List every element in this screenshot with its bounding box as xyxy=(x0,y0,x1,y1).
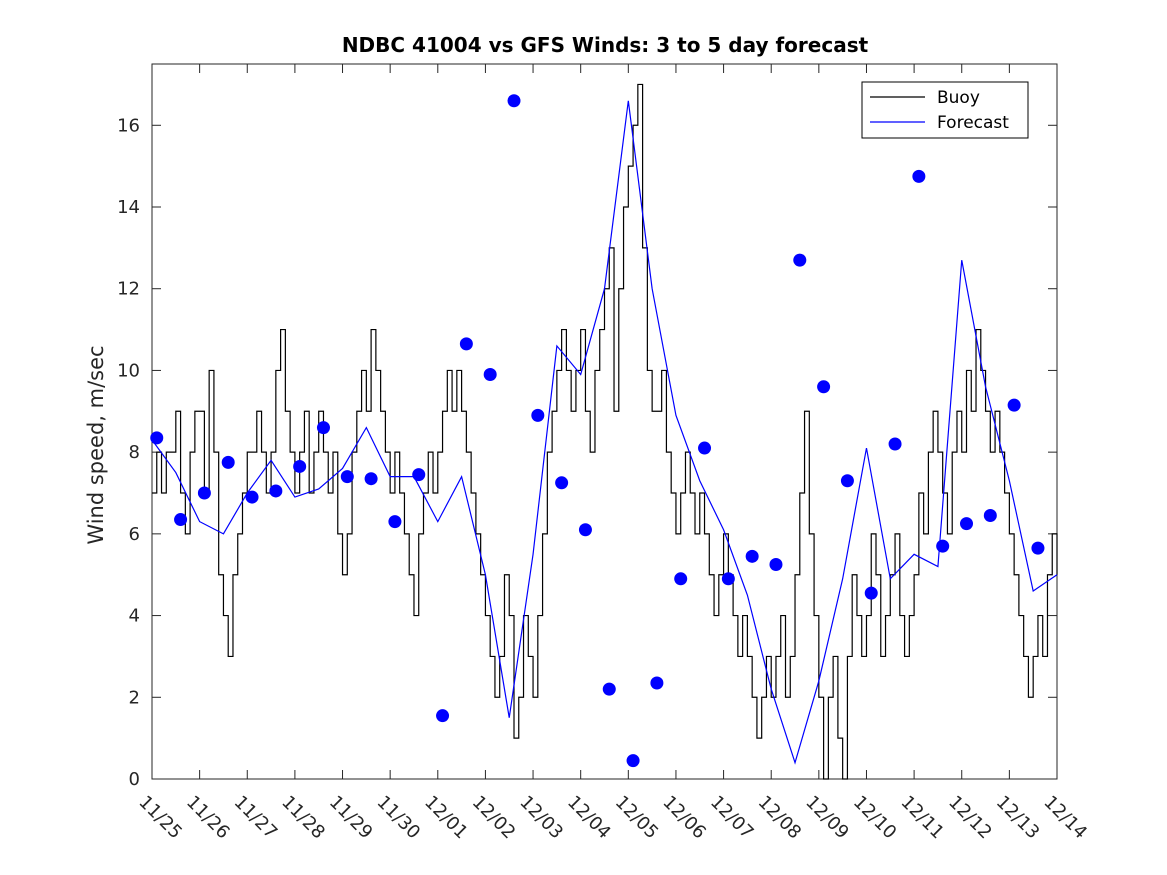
forecast-marker xyxy=(269,484,283,498)
forecast-marker xyxy=(912,169,926,183)
forecast-marker xyxy=(960,517,973,531)
forecast-marker xyxy=(555,476,569,490)
forecast-marker xyxy=(936,539,950,553)
forecast-marker xyxy=(507,94,521,108)
forecast-marker xyxy=(817,380,831,394)
y-tick-label: 2 xyxy=(129,687,140,708)
forecast-marker xyxy=(293,459,307,473)
forecast-marker xyxy=(864,586,878,600)
forecast-marker xyxy=(1007,398,1021,412)
y-tick-label: 10 xyxy=(117,360,140,381)
forecast-marker xyxy=(364,472,378,486)
y-axis-label: Wind speed, m/sec xyxy=(84,345,108,544)
plot-frame xyxy=(151,63,1058,780)
forecast-marker xyxy=(745,549,759,563)
forecast-marker xyxy=(983,508,997,522)
forecast-marker xyxy=(721,572,735,586)
forecast-marker xyxy=(150,431,164,445)
legend-box xyxy=(861,81,1029,139)
y-tick-label: 8 xyxy=(129,442,140,463)
legend-buoy-label: Buoy xyxy=(937,88,980,108)
forecast-marker xyxy=(793,253,807,267)
y-tick-label: 14 xyxy=(117,197,140,218)
forecast-marker xyxy=(388,515,402,529)
y-tick-label: 16 xyxy=(117,115,140,136)
forecast-marker xyxy=(626,754,640,768)
y-tick-label: 0 xyxy=(129,769,140,790)
y-tick-label: 12 xyxy=(117,279,140,300)
y-tick-label: 4 xyxy=(129,606,140,627)
forecast-marker xyxy=(602,682,616,696)
forecast-marker xyxy=(245,490,259,504)
forecast-series-line xyxy=(151,100,1058,765)
forecast-marker xyxy=(888,437,902,451)
forecast-marker xyxy=(174,513,188,527)
forecast-marker xyxy=(578,523,592,537)
buoy-series-line xyxy=(152,83,1058,780)
forecast-marker xyxy=(674,572,688,586)
forecast-marker xyxy=(316,421,330,435)
forecast-marker xyxy=(840,474,854,488)
forecast-marker xyxy=(698,441,712,455)
forecast-marker xyxy=(769,558,783,571)
forecast-marker xyxy=(1031,541,1045,555)
forecast-marker xyxy=(531,408,545,422)
forecast-marker xyxy=(459,337,473,351)
y-tick-label: 6 xyxy=(129,524,140,545)
forecast-marker xyxy=(412,468,426,482)
forecast-marker xyxy=(340,470,354,484)
legend-forecast-label: Forecast xyxy=(937,113,1009,133)
forecast-marker xyxy=(197,486,211,500)
forecast-marker xyxy=(650,676,664,690)
legend: Buoy Forecast xyxy=(861,81,1029,139)
forecast-marker xyxy=(436,709,450,723)
chart-title: NDBC 41004 vs GFS Winds: 3 to 5 day fore… xyxy=(342,33,869,57)
forecast-marker xyxy=(483,368,497,382)
forecast-marker xyxy=(221,455,235,469)
